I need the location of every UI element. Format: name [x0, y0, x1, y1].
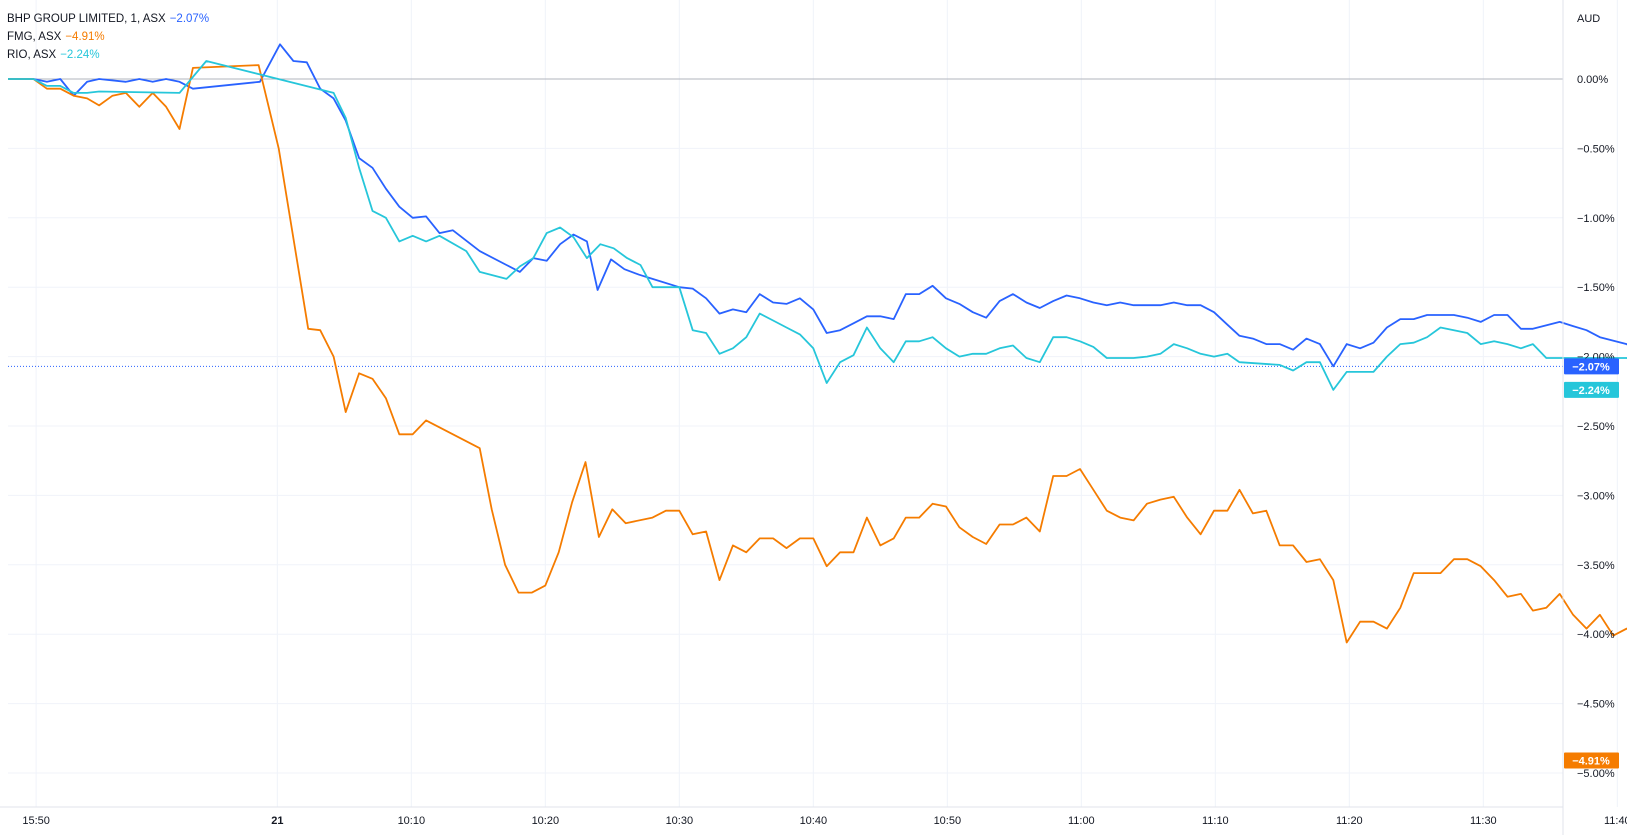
x-tick-label: 11:30 [1470, 815, 1497, 827]
last-value-badges: −2.07% −4.91% −2.24% [1564, 358, 1619, 769]
badge-background [1564, 381, 1619, 398]
legend-label: RIO, ASX [7, 49, 57, 61]
x-tick-label: 10:10 [398, 815, 426, 827]
y-tick-label: −0.50% [1577, 143, 1615, 155]
y-tick-label: −5.00% [1577, 768, 1615, 780]
y-tick-label: −2.50% [1577, 421, 1615, 433]
series-line-0[interactable] [8, 43, 1627, 373]
last-value-badge-2[interactable]: −2.24% [1564, 381, 1619, 398]
legend-change: −2.24% [60, 49, 100, 61]
x-tick-label: 10:40 [800, 815, 828, 827]
y-tick-label: −4.50% [1577, 699, 1615, 711]
x-tick-label: 21 [271, 815, 283, 827]
legend-label: BHP GROUP LIMITED, 1, ASX [7, 13, 166, 25]
x-tick-label: 11:00 [1068, 815, 1095, 827]
chart-grid [8, 0, 1618, 807]
x-tick-label: 10:20 [532, 815, 560, 827]
y-tick-label: 0.00% [1577, 74, 1608, 86]
badge-background [1564, 358, 1619, 375]
badge-label: −2.24% [1572, 385, 1610, 397]
legend-change: −4.91% [65, 31, 105, 43]
y-tick-label: −3.00% [1577, 490, 1615, 502]
last-value-badge-1[interactable]: −4.91% [1564, 752, 1619, 769]
x-tick-label: 11:10 [1202, 815, 1229, 827]
y-tick-label: −1.00% [1577, 213, 1615, 225]
series-group [8, 43, 1627, 760]
legend-change: −2.07% [169, 13, 210, 25]
y-tick-label: −3.50% [1577, 560, 1615, 572]
x-tick-label: 10:30 [666, 815, 694, 827]
y-tick-label: −4.00% [1577, 629, 1615, 641]
legend-item-rio[interactable]: RIO, ASX −2.24% [7, 46, 209, 64]
series-line-1[interactable] [8, 64, 1627, 760]
y-tick-label: −1.50% [1577, 282, 1615, 294]
legend-item-fmg[interactable]: FMG, ASX −4.91% [7, 28, 209, 46]
legend-item-bhp[interactable]: BHP GROUP LIMITED, 1, ASX −2.07% [7, 10, 209, 28]
currency-label[interactable]: AUD [1577, 13, 1600, 25]
series-line-2[interactable] [8, 60, 1627, 401]
badge-label: −2.07% [1572, 361, 1610, 373]
chart-legend: BHP GROUP LIMITED, 1, ASX −2.07% FMG, ASX… [7, 10, 209, 64]
x-tick-label: 11:40 [1604, 815, 1627, 827]
x-tick-label: 11:20 [1336, 815, 1363, 827]
badge-background [1564, 752, 1619, 769]
legend-label: FMG, ASX [7, 31, 62, 43]
badge-label: −4.91% [1572, 756, 1610, 768]
x-tick-label: 10:50 [934, 815, 962, 827]
last-value-badge-0[interactable]: −2.07% [1564, 358, 1619, 375]
x-tick-label: 15:50 [22, 815, 50, 827]
